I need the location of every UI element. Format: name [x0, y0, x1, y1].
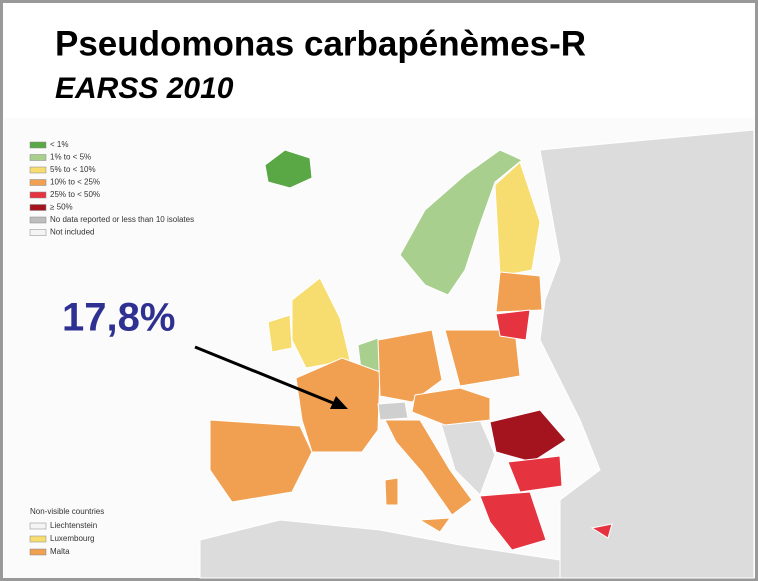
cyprus: [590, 523, 613, 539]
legend-swatch: [29, 535, 47, 543]
poland: [444, 329, 521, 387]
germany: [377, 329, 443, 403]
arrow-head: [330, 396, 348, 409]
legend-label: < 1%: [50, 140, 68, 149]
baltics: [495, 271, 543, 313]
lithuania: [495, 309, 531, 341]
legend-label: Liechtenstein: [50, 521, 97, 530]
arrow-line: [194, 345, 339, 407]
africa: [199, 519, 561, 579]
switzerland: [377, 401, 409, 421]
legend-swatch: [29, 191, 47, 199]
legend-swatch: [29, 229, 47, 236]
legend-swatch: [29, 179, 47, 186]
romania: [489, 409, 567, 463]
legend-label: Luxembourg: [50, 534, 94, 543]
legend-label: ≥ 50%: [50, 203, 73, 212]
non-visible-title: Non-visible countries: [30, 507, 104, 516]
legend-label: 1% to < 5%: [50, 153, 91, 162]
legend-swatch: [29, 141, 47, 149]
legend-swatch: [29, 548, 47, 556]
sicily: [418, 517, 452, 533]
legend-label: Not included: [50, 228, 94, 237]
annotation: 17,8%: [62, 296, 175, 340]
legend-label: No data reported or less than 10 isolate…: [50, 215, 194, 224]
ireland: [267, 314, 293, 353]
legend-label: 10% to < 25%: [50, 178, 100, 187]
iceland: [264, 149, 313, 189]
legend-swatch: [29, 522, 47, 530]
legend-swatch: [29, 204, 47, 211]
legend-swatch: [29, 166, 47, 174]
legend-swatch: [29, 154, 47, 161]
legend-label: 25% to < 50%: [50, 190, 100, 199]
legend-label: Malta: [50, 547, 70, 556]
legend-swatch: [29, 216, 47, 224]
east-land: [539, 129, 755, 579]
greece: [479, 491, 547, 551]
italy: [384, 419, 473, 516]
finland: [494, 161, 541, 277]
sardinia: [384, 477, 399, 506]
central: [411, 387, 491, 426]
subtitle: EARSS 2010: [55, 72, 234, 105]
bulgaria: [507, 455, 563, 493]
map: [199, 129, 755, 579]
legend-label: 5% to < 10%: [50, 165, 96, 174]
title: Pseudomonas carbapénèmes-R: [55, 24, 586, 63]
scandinavia: [399, 149, 523, 296]
iberia: [209, 419, 313, 503]
